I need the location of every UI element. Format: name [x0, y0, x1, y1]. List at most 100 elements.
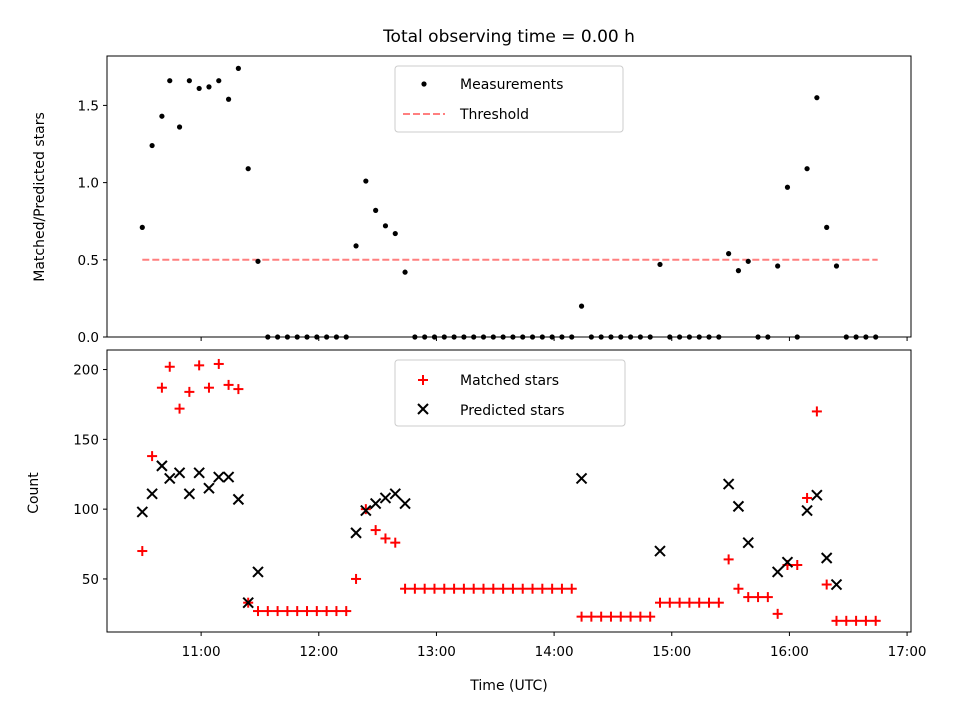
top-y-tick-label: 0.5: [78, 253, 99, 269]
matched-star-point: [262, 606, 273, 617]
matched-star-point: [694, 597, 705, 608]
matched-star-point: [831, 615, 842, 626]
matched-star-point: [635, 611, 646, 622]
matched-star-point: [517, 583, 528, 594]
measurement-point: [225, 96, 232, 102]
measurement-point: [373, 207, 379, 213]
predicted-star-point: [654, 545, 666, 557]
top-y-tick-label: 1.0: [78, 176, 99, 192]
matched-star-point: [811, 406, 822, 417]
predicted-star-point: [183, 488, 196, 500]
matched-star-point: [194, 360, 205, 371]
top-y-tick-label: 1.5: [78, 98, 99, 114]
top-panel: 0.0 0.5 1.0 1.5 Matched/Predicted stars Mea…: [32, 55, 912, 346]
predicted-star-point: [252, 566, 264, 578]
measurement-point: [216, 78, 222, 84]
matched-star-point: [223, 379, 234, 390]
matched-star-point: [762, 592, 773, 603]
top-x-ticks: [200, 337, 908, 341]
predicted-star-point: [742, 536, 754, 549]
predicted-star-point: [801, 504, 813, 517]
measurement-point: [382, 223, 389, 229]
legend-label-threshold: Threshold: [459, 107, 529, 123]
bottom-axes-frame: [106, 349, 912, 633]
matched-star-point: [341, 606, 352, 617]
count-points: [136, 358, 881, 626]
matched-star-point: [615, 611, 626, 622]
predicted-star-point: [399, 497, 411, 510]
x-tick-label: 17:00: [888, 644, 927, 660]
x-tick-label: 11:00: [182, 644, 221, 660]
matched-star-point: [272, 606, 283, 617]
matched-star-point: [507, 583, 518, 594]
measurement-point: [206, 84, 212, 90]
x-tick-label: 15:00: [652, 644, 691, 660]
matched-star-point: [674, 597, 685, 608]
matched-star-point: [821, 579, 832, 590]
bottom-y-tick-label: 50: [82, 572, 99, 588]
matched-star-point: [252, 606, 263, 617]
bottom-y-tick-label: 200: [73, 363, 99, 379]
measurement-point: [814, 95, 820, 101]
matched-star-point: [400, 583, 411, 594]
bottom-y-axis-label: Count: [26, 472, 42, 514]
matched-star-point: [331, 606, 342, 617]
matched-star-point: [174, 403, 185, 414]
x-tick-label: 12:00: [299, 644, 338, 660]
predicted-star-point: [350, 527, 362, 539]
measurement-point: [804, 166, 810, 172]
matched-star-point: [409, 583, 420, 594]
matched-star-point: [429, 583, 440, 594]
predicted-star-point: [193, 467, 205, 479]
matched-star-point: [233, 384, 244, 395]
measurement-point: [735, 268, 742, 274]
predicted-star-point: [164, 472, 176, 485]
matched-star-point: [184, 386, 195, 397]
predicted-star-point: [156, 460, 168, 472]
matched-star-point: [156, 382, 167, 393]
matched-star-point: [137, 546, 148, 557]
predicted-star-point: [771, 566, 784, 578]
matched-star-point: [645, 611, 656, 622]
top-y-tick-label: 0.0: [78, 330, 99, 346]
predicted-star-point: [722, 478, 735, 490]
x-tick-label: 13:00: [417, 644, 456, 660]
legend-marker-matched: [418, 375, 428, 385]
matched-star-point: [282, 606, 293, 617]
measurement-point: [775, 263, 781, 269]
matched-star-point: [292, 606, 303, 617]
matched-star-point: [743, 592, 754, 603]
predicted-star-point: [213, 471, 225, 483]
matched-star-point: [449, 583, 460, 594]
matched-star-point: [478, 583, 489, 594]
measurement-point: [833, 263, 840, 269]
measurement-point: [745, 258, 751, 264]
top-legend-box: [394, 65, 624, 133]
matched-star-point: [654, 597, 665, 608]
bottom-y-ticks: 50 100 150 200: [73, 363, 107, 588]
predicted-star-point: [781, 556, 794, 568]
matched-star-point: [439, 583, 450, 594]
predicted-star-point: [379, 492, 392, 504]
measurement-point: [353, 243, 359, 249]
x-tick-label: 16:00: [770, 644, 809, 660]
predicted-star-point: [146, 488, 158, 500]
bottom-legend: Matched stars Predicted stars: [394, 359, 626, 427]
matched-star-point: [851, 615, 862, 626]
matched-star-point: [390, 537, 401, 548]
matched-star-point: [713, 597, 724, 608]
matched-star-point: [860, 615, 871, 626]
predicted-star-point: [136, 506, 149, 518]
bottom-panel: 11:00 12:00 13:00 14:00 15:00 16:00 17:00 50 10…: [26, 349, 927, 694]
matched-star-point: [664, 597, 675, 608]
matched-star-point: [547, 583, 558, 594]
measurement-point: [186, 78, 192, 84]
top-axes-frame: [106, 55, 912, 338]
measurement-point: [167, 78, 173, 84]
measurement-point: [726, 251, 732, 257]
matched-star-point: [556, 583, 567, 594]
matched-star-point: [311, 606, 322, 617]
matched-star-point: [841, 615, 852, 626]
matched-star-point: [772, 608, 783, 619]
